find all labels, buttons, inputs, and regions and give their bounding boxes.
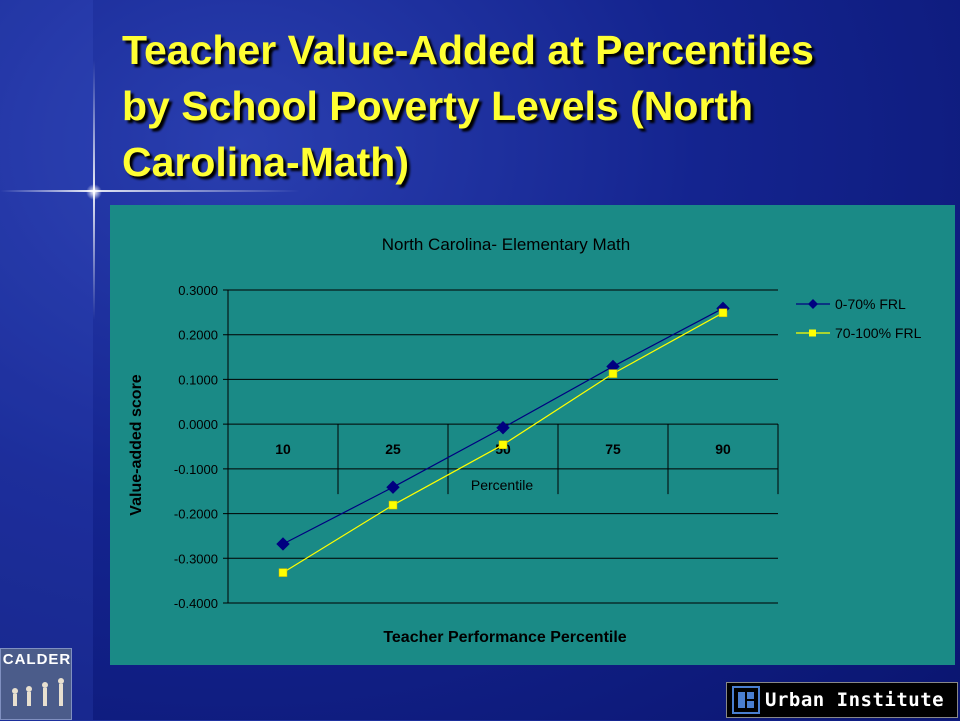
- x-tick-label: 25: [385, 441, 401, 457]
- legend-label: 70-100% FRL: [835, 325, 922, 341]
- y-tick-label: 0.3000: [178, 283, 218, 298]
- x-tick-label: 75: [605, 441, 621, 457]
- urban-institute-label: Urban Institute: [765, 689, 945, 711]
- light-flare-center: [86, 184, 102, 200]
- inner-axis-label: Percentile: [471, 477, 533, 493]
- slide-title: Teacher Value-Added at Percentiles by Sc…: [122, 27, 814, 185]
- legend: 0-70% FRL 70-100% FRL: [796, 296, 922, 341]
- series-2-point: [388, 500, 398, 510]
- calder-logo: CALDER: [0, 648, 72, 720]
- urban-institute-icon: [732, 686, 760, 714]
- y-tick-label: -0.4000: [174, 596, 218, 611]
- series-2-point: [278, 568, 288, 577]
- y-tick-labels: 0.3000 0.2000 0.1000 0.0000 -0.1000 -0.2000 -0…: [174, 283, 218, 611]
- series-1-point: [386, 480, 400, 494]
- y-tick-label: -0.2000: [174, 507, 218, 522]
- light-flare-horizontal: [0, 190, 300, 192]
- series-2-point: [498, 440, 508, 449]
- chart-container: North Carolina- Elementary Math Teacher …: [110, 205, 955, 665]
- chart-title: North Carolina- Elementary Math: [382, 235, 630, 254]
- grid-lines: [223, 289, 779, 604]
- x-tick-label: 10: [275, 441, 291, 457]
- series-1-point: [276, 537, 290, 551]
- series-2-point: [608, 369, 618, 378]
- y-axis-label: Value-added score: [128, 374, 145, 515]
- series-1-point: [496, 421, 510, 435]
- legend-marker: [809, 329, 816, 337]
- calder-figures-icon: [12, 678, 64, 706]
- calder-logo-text: CALDER: [2, 651, 72, 668]
- left-band: [0, 0, 93, 720]
- series-2-point: [718, 308, 728, 318]
- y-tick-label: 0.1000: [178, 372, 218, 387]
- y-tick-label: 0.2000: [178, 328, 218, 343]
- y-tick-label: -0.1000: [174, 462, 218, 477]
- y-tick-label: 0.0000: [178, 417, 218, 432]
- y-tick-label: -0.3000: [174, 551, 218, 566]
- legend-marker: [808, 299, 818, 309]
- legend-label: 0-70% FRL: [835, 296, 906, 312]
- x-tick-labels: 10 25 50 75 90: [275, 441, 731, 457]
- urban-institute-logo: Urban Institute: [726, 682, 958, 718]
- series-group: [276, 301, 730, 577]
- x-axis-label: Teacher Performance Percentile: [383, 629, 626, 646]
- x-tick-label: 90: [715, 441, 731, 457]
- line-chart: North Carolina- Elementary Math Teacher …: [128, 235, 922, 646]
